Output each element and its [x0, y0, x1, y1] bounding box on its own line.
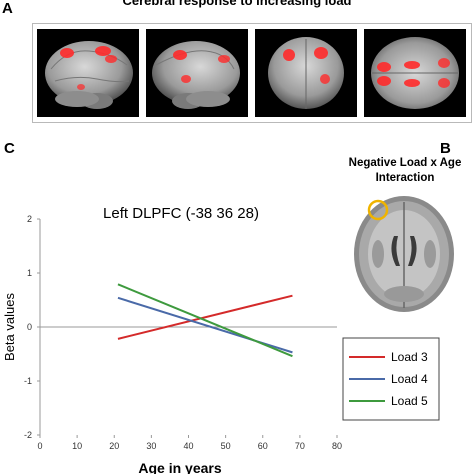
panel-c-letter: C: [4, 140, 15, 157]
legend-label: Load 4: [391, 372, 428, 386]
series-line-load-5: [117, 283, 293, 358]
brain-right-lateral-view: [146, 29, 248, 117]
series-line-load-4: [117, 296, 293, 354]
roi-circle-marker: [367, 199, 389, 221]
panel-b-title-line1: Negative Load x Age: [348, 157, 462, 169]
brain-posterior-view: [255, 29, 357, 117]
y-tick-label: 1: [27, 268, 32, 278]
x-tick-label: 40: [183, 441, 193, 451]
panel-b-title: Negative Load x Age Interaction: [338, 156, 472, 186]
legend-label: Load 5: [391, 394, 428, 408]
x-tick-label: 10: [72, 441, 82, 451]
chart-series: [117, 283, 293, 358]
panel-a-title: Cerebral response to increasing load: [122, 0, 352, 8]
legend-label: Load 3: [391, 350, 428, 364]
y-tick-label: -1: [24, 376, 32, 386]
y-tick-label: 2: [27, 214, 32, 224]
y-axis-label: Beta values: [2, 293, 17, 361]
line-chart: Left DLPFC (-38 36 28) 210-1-20 10 20 30 40 5…: [2, 205, 440, 474]
x-tick-label: 80: [332, 441, 342, 451]
chart-legend: Load 3 Load 4 Load 5: [342, 337, 440, 421]
chart-title: Left DLPFC (-38 36 28): [103, 205, 259, 222]
chart-tick-labels: 210-1-20 10 20 30 40 50 60 70 80: [24, 214, 342, 451]
x-axis-label: Age in years: [138, 460, 221, 474]
axial-mri-slice: [354, 196, 454, 312]
x-tick-label: 70: [295, 441, 305, 451]
x-tick-label: 30: [146, 441, 156, 451]
brain-left-lateral-view: [37, 29, 139, 117]
x-tick-label: 60: [258, 441, 268, 451]
panel-b-title-line2: Interaction: [375, 172, 435, 184]
brain-superior-view: [364, 29, 466, 117]
x-tick-label: 20: [109, 441, 119, 451]
panel-b-letter: B: [440, 140, 451, 157]
x-tick-label: 50: [221, 441, 231, 451]
x-tick-label: 0: [37, 441, 42, 451]
series-line-load-3: [117, 294, 293, 340]
chart-axes: [37, 218, 338, 438]
y-tick-label: -2: [24, 430, 32, 440]
panel-a-letter: A: [2, 0, 13, 17]
brain-render-strip: [32, 23, 472, 123]
y-tick-label: 0: [27, 322, 32, 332]
